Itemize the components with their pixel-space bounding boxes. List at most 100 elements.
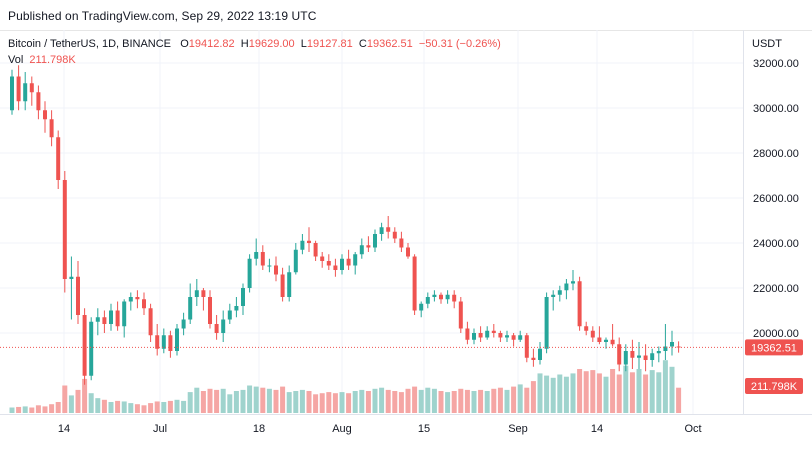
candle-body xyxy=(637,355,641,358)
published-info: Published on TradingView.com, Sep 29, 20… xyxy=(8,9,317,23)
chart-area[interactable]: 32000.00 30000.00 28000.00 26000.00 2400… xyxy=(0,30,812,444)
candle xyxy=(208,290,212,329)
volume-bar xyxy=(293,391,299,413)
candle-body xyxy=(346,258,351,266)
candle-body xyxy=(577,281,582,327)
candle-body xyxy=(287,272,292,297)
candle xyxy=(227,303,232,324)
high-value: 19629.00 xyxy=(248,38,295,50)
candle-body xyxy=(478,333,483,338)
price-axis[interactable]: 32000.00 30000.00 28000.00 26000.00 2400… xyxy=(753,58,799,340)
candle-body xyxy=(564,283,569,291)
candlestick-chart[interactable]: 32000.00 30000.00 28000.00 26000.00 2400… xyxy=(0,30,812,444)
candle-body xyxy=(221,319,226,333)
volume-bar xyxy=(464,389,470,413)
volume-bar xyxy=(42,406,48,413)
candle xyxy=(518,330,523,342)
candle xyxy=(293,243,298,275)
volume-bar xyxy=(233,391,239,413)
candle xyxy=(175,324,179,356)
candle-body xyxy=(142,299,146,309)
low-value: 19127.81 xyxy=(306,38,353,50)
volume-bar xyxy=(643,374,649,413)
candle-body xyxy=(623,351,628,365)
candle-body xyxy=(161,335,166,349)
candle xyxy=(135,290,140,309)
candle-body xyxy=(656,351,661,354)
candle xyxy=(643,344,648,372)
candle xyxy=(577,276,582,331)
volume-bar xyxy=(458,388,464,413)
open-value: 19412.82 xyxy=(188,38,235,50)
candle xyxy=(656,346,661,363)
candle-body xyxy=(610,339,615,345)
candle-body xyxy=(10,76,14,111)
volume-bar xyxy=(478,389,484,413)
candle xyxy=(313,240,318,261)
candle-body xyxy=(557,290,562,295)
volume-bar xyxy=(431,388,437,413)
candle xyxy=(168,330,173,358)
volume-bar xyxy=(504,389,510,413)
volume-bar xyxy=(55,402,61,413)
candle xyxy=(445,290,450,304)
candle xyxy=(201,288,206,311)
candle xyxy=(630,339,635,369)
volume-bar xyxy=(200,391,206,413)
candle xyxy=(300,234,305,255)
candle-body xyxy=(148,308,153,336)
time-tick: 18 xyxy=(253,423,265,435)
candle xyxy=(392,227,397,243)
candle xyxy=(557,285,562,302)
volume-bar xyxy=(484,391,490,413)
candle xyxy=(359,238,364,259)
close-value: 19362.51 xyxy=(366,38,413,50)
candle xyxy=(379,222,384,241)
candle xyxy=(623,344,628,372)
volume-bar xyxy=(352,391,358,413)
price-tick: 28000.00 xyxy=(753,148,799,160)
candle xyxy=(571,270,575,291)
change-value: −50.31 (−0.26%) xyxy=(418,38,501,50)
candle-body xyxy=(386,227,391,232)
candle-body xyxy=(538,348,542,360)
candle-body xyxy=(458,301,463,329)
candle-body xyxy=(472,333,476,340)
volume-bar xyxy=(649,370,655,413)
volume-bar xyxy=(398,392,404,413)
candle-body xyxy=(181,319,186,329)
candle xyxy=(109,303,113,331)
candle-body xyxy=(419,303,424,311)
candle-body xyxy=(36,92,41,111)
volume-bar xyxy=(154,401,160,413)
candle xyxy=(260,245,265,270)
candle xyxy=(181,312,186,336)
candle-body xyxy=(630,351,635,358)
volume-bar xyxy=(161,402,167,413)
candle xyxy=(452,290,457,309)
candle-body xyxy=(82,315,87,376)
candle-body xyxy=(491,330,496,333)
candle-body xyxy=(23,83,28,102)
high-label: H xyxy=(240,38,249,50)
candle-body xyxy=(115,310,120,327)
candle xyxy=(287,265,292,302)
candle xyxy=(29,76,34,106)
candle xyxy=(485,326,490,340)
candle-body xyxy=(227,310,232,320)
candle xyxy=(584,321,589,336)
candle-body xyxy=(135,297,140,300)
candle xyxy=(590,326,595,342)
volume-bar xyxy=(9,407,15,413)
time-axis[interactable]: 14 Jul 18 Aug 15 Sep 14 Oct xyxy=(58,423,702,435)
candle-body xyxy=(333,265,338,270)
candle-body xyxy=(313,243,318,257)
candle xyxy=(102,310,107,333)
volume-bar xyxy=(115,400,121,413)
volume-bar xyxy=(596,373,602,413)
volume-bar xyxy=(537,373,543,413)
candle xyxy=(194,279,199,306)
volume-bar xyxy=(101,399,107,413)
candle xyxy=(597,326,602,345)
candle xyxy=(498,330,503,342)
